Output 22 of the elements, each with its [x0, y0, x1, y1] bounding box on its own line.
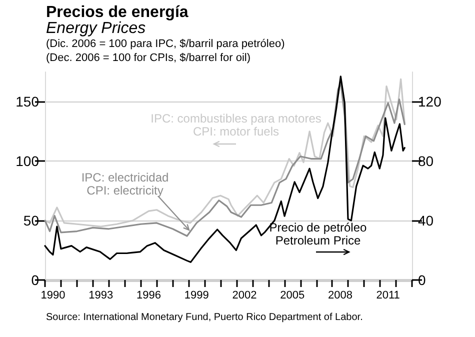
chart-title: Precios de energía [46, 4, 188, 21]
y2-tick-label: 40 [418, 212, 434, 229]
y-tick-label: 100 [16, 153, 40, 170]
x-tick-label: 2008 [328, 290, 352, 302]
line-series [44, 76, 406, 263]
x-tick-label: 2011 [376, 290, 400, 302]
y-tick-label: 150 [16, 94, 40, 110]
x-tick-label: 1999 [184, 290, 209, 302]
source-note: Source: International Monetary Fund, Puerto Rico Department of Labor. [46, 312, 363, 323]
text: (Dic. 2006 = 100 para IPC, $/barril para petróleo) [46, 38, 285, 50]
y2-tick-label: 80 [418, 153, 434, 170]
x-tick-label: 1993 [88, 290, 114, 302]
y-tick-label: 50 [23, 212, 40, 229]
x-tick-label: 1996 [136, 290, 161, 302]
chart-subtitle: Energy Prices [46, 20, 146, 38]
series-label: Precio de petróleo Petroleum Price [269, 220, 368, 248]
x-tick-label: 1990 [40, 290, 66, 302]
text: (Dec. 2006 = 100 for CPIs, $/barrel for oil) [46, 52, 251, 64]
y2-tick-label: 120 [418, 94, 442, 110]
text: IPC: electricidad CPI: electricity [81, 170, 169, 198]
x-tick-label: 2005 [280, 290, 305, 302]
x-tick-label: 2002 [232, 290, 257, 302]
